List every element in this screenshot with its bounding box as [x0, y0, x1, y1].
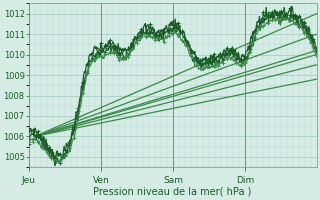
X-axis label: Pression niveau de la mer( hPa ): Pression niveau de la mer( hPa )	[93, 187, 252, 197]
